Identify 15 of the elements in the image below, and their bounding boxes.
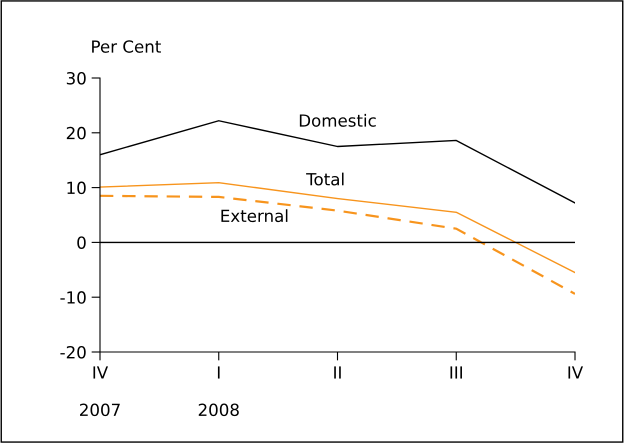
y-axis-title: Per Cent	[92, 40, 161, 53]
category-label: IV 2007	[80, 366, 120, 416]
y-tick-label: 10	[67, 182, 86, 194]
x-tick-label: IV	[568, 366, 584, 379]
series-label: Total	[306, 172, 344, 186]
series-label: Domestic	[300, 114, 376, 127]
x-tick-label: II	[334, 366, 341, 379]
y-tick-label: 20	[66, 126, 86, 140]
y-tick-label: 0	[77, 236, 86, 249]
y-tick-label: 30	[66, 72, 86, 85]
series-label: External	[221, 209, 288, 222]
y-tick-label: -20	[60, 346, 86, 359]
category-label: I 2008	[198, 366, 239, 416]
y-tick-label: -10	[60, 291, 86, 304]
x-tick-label: III	[450, 366, 462, 379]
